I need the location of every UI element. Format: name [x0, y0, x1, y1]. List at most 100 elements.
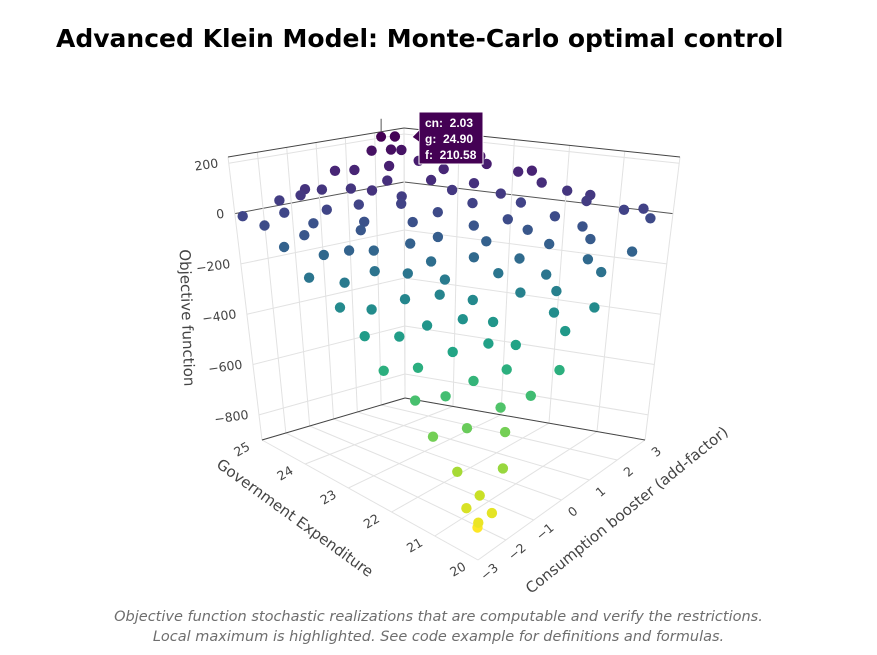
- data-point[interactable]: [645, 213, 656, 224]
- data-point[interactable]: [345, 183, 357, 194]
- data-point[interactable]: [425, 174, 437, 186]
- data-point[interactable]: [515, 287, 526, 298]
- data-point[interactable]: [468, 220, 479, 231]
- data-point[interactable]: [396, 198, 407, 209]
- data-point[interactable]: [589, 302, 600, 313]
- data-point[interactable]: [316, 184, 328, 195]
- data-point[interactable]: [481, 236, 492, 247]
- data-point[interactable]: [525, 390, 536, 401]
- data-point[interactable]: [438, 163, 449, 175]
- data-point[interactable]: [551, 285, 562, 297]
- data-point[interactable]: [343, 245, 355, 256]
- data-point[interactable]: [461, 503, 472, 514]
- data-point[interactable]: [577, 221, 588, 232]
- data-point[interactable]: [299, 230, 310, 241]
- data-point[interactable]: [548, 307, 560, 318]
- data-point[interactable]: [596, 266, 607, 278]
- data-point[interactable]: [581, 195, 592, 207]
- data-point[interactable]: [515, 197, 527, 208]
- data-point[interactable]: [308, 218, 319, 229]
- data-point[interactable]: [513, 166, 524, 177]
- data-point[interactable]: [421, 320, 433, 331]
- data-point[interactable]: [368, 245, 379, 256]
- data-point[interactable]: [353, 199, 364, 210]
- data-point[interactable]: [378, 365, 389, 376]
- data-point[interactable]: [495, 402, 506, 413]
- data-point[interactable]: [446, 184, 458, 196]
- data-point[interactable]: [383, 160, 395, 172]
- data-point[interactable]: [382, 175, 393, 186]
- data-point[interactable]: [526, 165, 538, 176]
- data-point[interactable]: [467, 294, 478, 306]
- data-point[interactable]: [493, 268, 504, 279]
- data-point[interactable]: [366, 304, 377, 315]
- data-point[interactable]: [237, 211, 248, 222]
- data-point[interactable]: [452, 466, 463, 477]
- data-point[interactable]: [366, 145, 377, 156]
- data-point[interactable]: [369, 266, 380, 277]
- data-point[interactable]: [396, 144, 407, 156]
- data-point[interactable]: [334, 302, 346, 313]
- highlight-point[interactable]: [376, 131, 387, 142]
- data-point[interactable]: [626, 246, 638, 257]
- data-point[interactable]: [396, 191, 407, 202]
- data-point[interactable]: [544, 238, 555, 250]
- data-point[interactable]: [495, 188, 506, 199]
- data-point[interactable]: [303, 272, 315, 283]
- data-point[interactable]: [468, 178, 480, 189]
- data-point[interactable]: [487, 316, 499, 328]
- data-point[interactable]: [329, 165, 341, 176]
- data-point[interactable]: [432, 207, 443, 218]
- data-point[interactable]: [549, 211, 561, 222]
- data-point[interactable]: [554, 364, 565, 376]
- data-point[interactable]: [468, 252, 480, 263]
- data-point[interactable]: [278, 241, 290, 253]
- data-point[interactable]: [410, 395, 421, 406]
- data-point[interactable]: [407, 216, 418, 228]
- data-point[interactable]: [321, 204, 332, 215]
- data-point[interactable]: [562, 185, 573, 196]
- data-point[interactable]: [536, 177, 547, 188]
- data-point[interactable]: [473, 517, 484, 528]
- data-point[interactable]: [359, 216, 370, 227]
- data-point[interactable]: [394, 331, 405, 342]
- data-point[interactable]: [447, 346, 458, 358]
- data-point[interactable]: [349, 164, 360, 176]
- data-point[interactable]: [560, 325, 571, 337]
- data-point[interactable]: [541, 269, 552, 280]
- data-point[interactable]: [339, 277, 350, 288]
- data-point[interactable]: [405, 238, 416, 249]
- data-point[interactable]: [483, 338, 494, 349]
- data-point[interactable]: [432, 231, 444, 243]
- data-point[interactable]: [385, 144, 397, 155]
- data-point[interactable]: [274, 195, 285, 206]
- data-point[interactable]: [427, 431, 439, 442]
- data-point[interactable]: [510, 339, 521, 351]
- data-point[interactable]: [399, 294, 411, 305]
- data-point[interactable]: [412, 362, 424, 373]
- data-point[interactable]: [440, 391, 451, 402]
- data-point[interactable]: [425, 256, 437, 267]
- data-point[interactable]: [467, 197, 478, 209]
- data-point[interactable]: [501, 364, 512, 375]
- data-point[interactable]: [389, 131, 401, 142]
- data-point[interactable]: [439, 274, 451, 285]
- data-point[interactable]: [434, 289, 445, 300]
- data-point[interactable]: [366, 185, 378, 196]
- data-point[interactable]: [481, 158, 492, 170]
- data-point[interactable]: [295, 190, 306, 201]
- data-point[interactable]: [468, 375, 479, 387]
- data-point[interactable]: [585, 233, 596, 245]
- data-point[interactable]: [355, 225, 366, 236]
- data-point[interactable]: [279, 207, 290, 218]
- data-point[interactable]: [318, 249, 329, 261]
- data-point[interactable]: [457, 314, 468, 325]
- data-point[interactable]: [474, 490, 485, 501]
- data-point[interactable]: [502, 214, 513, 225]
- data-point[interactable]: [486, 507, 498, 519]
- data-point[interactable]: [259, 220, 270, 231]
- data-point[interactable]: [359, 331, 370, 342]
- data-point[interactable]: [522, 224, 533, 235]
- data-point[interactable]: [461, 423, 473, 434]
